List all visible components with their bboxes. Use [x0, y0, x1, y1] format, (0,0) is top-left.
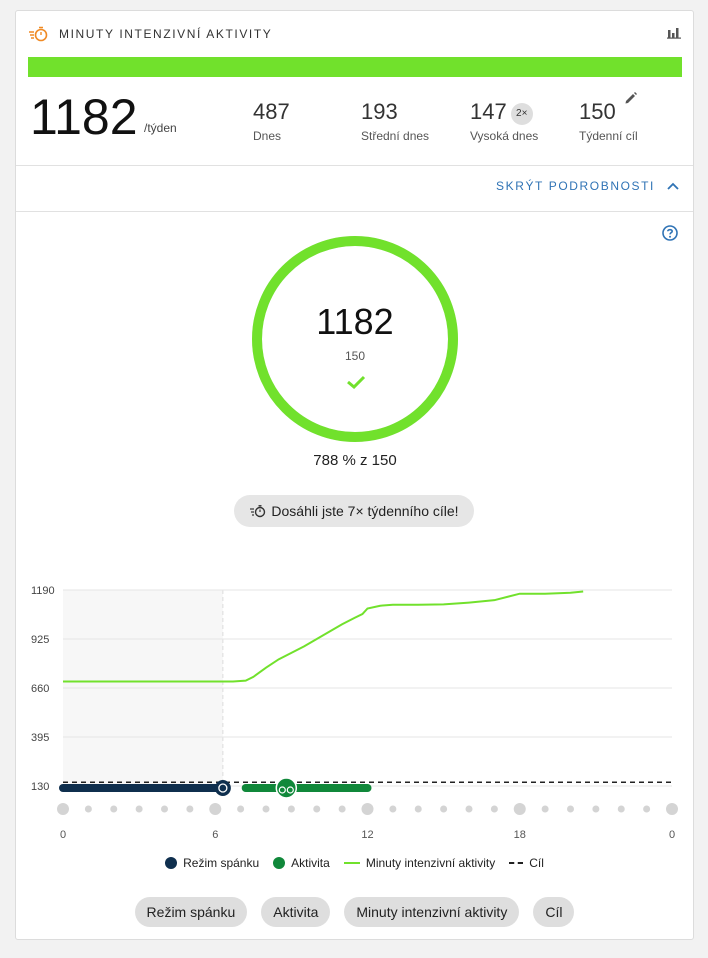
stat-moderate-value: 193	[361, 99, 398, 124]
chart-filters: Režim spánku Aktivita Minuty intenzivní …	[16, 897, 693, 927]
hour-dot	[541, 805, 549, 813]
legend-intensity-label: Minuty intenzivní aktivity	[365, 856, 496, 870]
legend-dash-swatch	[509, 862, 524, 864]
hour-dot	[135, 805, 143, 813]
card-header: MINUTY INTENZIVNÍ AKTIVITY	[16, 11, 693, 55]
intensity-chart: 1190 925 660 395 130 0 6 12 18 0	[31, 585, 678, 841]
y-tick-label: 1190	[31, 585, 55, 597]
stat-weekly-goal: 150 Týdenní cíl	[579, 99, 638, 143]
hour-dot	[262, 805, 270, 813]
divider-top	[16, 165, 693, 166]
legend-sleep-label: Režim spánku	[183, 856, 260, 870]
hour-dot	[186, 805, 194, 813]
ring-goal: 150	[344, 349, 366, 363]
x-tick-label: 0	[60, 829, 66, 841]
card-title: MINUTY INTENZIVNÍ AKTIVITY	[59, 27, 273, 41]
ring-value: 1182	[316, 301, 394, 342]
hour-dot	[161, 805, 168, 813]
goal-ring	[252, 236, 458, 442]
bar-chart-icon[interactable]	[667, 25, 681, 39]
vigorous-multiplier-badge: 2×	[510, 103, 533, 125]
hour-dot	[313, 805, 321, 813]
hour-dot	[84, 805, 92, 813]
edit-goal-pencil-icon[interactable]	[624, 91, 638, 105]
weekly-total-value: 1182	[30, 89, 138, 145]
hide-details-toggle[interactable]: SKRÝT PODROBNOSTI	[496, 179, 679, 193]
hour-dot-major	[666, 803, 678, 815]
hour-dot	[465, 805, 473, 813]
stat-vigorous-value: 147	[470, 99, 507, 124]
hour-dot	[567, 805, 574, 813]
legend-goal: Cíl	[509, 856, 544, 870]
filter-activity-button[interactable]: Aktivita	[261, 897, 331, 927]
weekly-progress-bar	[28, 57, 682, 77]
x-tick-label: 6	[212, 829, 218, 841]
legend-sleep-dot	[165, 857, 178, 869]
y-tick-label: 660	[31, 683, 49, 695]
filter-goal-button[interactable]: Cíl	[533, 897, 575, 927]
stat-today: 487 Dnes	[253, 99, 290, 143]
hour-dot-major	[513, 803, 526, 815]
weekly-total-unit: /týden	[144, 121, 177, 135]
hour-dot	[237, 805, 245, 813]
goal-achievement-pill: Dosáhli jste 7× týdenního cíle!	[234, 495, 474, 527]
x-tick-label: 18	[514, 829, 526, 841]
x-tick-label: 0	[669, 829, 675, 841]
hour-dot	[440, 805, 448, 813]
hour-dot	[287, 805, 295, 813]
hour-dot	[617, 805, 625, 813]
sleep-end-marker	[214, 780, 231, 796]
y-tick-label: 395	[31, 732, 49, 744]
checkmark-icon	[347, 375, 366, 389]
legend-line-swatch	[343, 862, 360, 864]
stat-vigorous-label: Vysoká dnes	[470, 129, 539, 143]
hour-dot	[110, 805, 118, 813]
legend-goal-label: Cíl	[529, 856, 544, 870]
hour-dot	[338, 805, 346, 813]
legend-activity-label: Aktivita	[291, 856, 330, 870]
stat-goal-label: Týdenní cíl	[579, 129, 638, 143]
filter-intensity-button[interactable]: Minuty intenzivní aktivity	[344, 897, 520, 927]
help-icon[interactable]	[662, 225, 678, 241]
filter-sleep-button[interactable]: Režim spánku	[134, 897, 248, 927]
hour-dot-major	[361, 803, 374, 815]
hour-dot	[389, 805, 397, 813]
hour-dot-major	[57, 803, 69, 815]
hour-dot	[592, 805, 600, 813]
hide-details-label: SKRÝT PODROBNOSTI	[495, 179, 655, 193]
goal-percent-text: 788 % z 150	[313, 452, 397, 469]
intensity-minutes-card: MINUTY INTENZIVNÍ AKTIVITY 1182 /týden 4…	[15, 10, 694, 940]
stat-goal-value: 150	[579, 99, 616, 124]
stat-vigorous-today: 147 2× Vysoká dnes	[470, 99, 538, 143]
intensity-minutes-icon	[250, 505, 266, 518]
y-tick-label: 130	[31, 781, 49, 793]
bike-icon	[278, 786, 286, 794]
legend-activity-dot	[273, 857, 286, 869]
hour-dot	[414, 805, 422, 813]
hour-dot-major	[209, 803, 222, 815]
chart-legend: Režim spánku Aktivita Minuty intenzivní …	[16, 856, 693, 870]
legend-sleep: Režim spánku	[165, 856, 259, 870]
divider-details	[16, 211, 693, 212]
hour-dot	[643, 805, 651, 813]
stat-today-value: 487	[253, 99, 290, 124]
activity-marker	[275, 777, 298, 799]
goal-achievement-text: Dosáhli jste 7× týdenního cíle!	[271, 503, 459, 519]
intensity-minutes-line	[63, 590, 584, 683]
chevron-up-icon	[667, 182, 679, 190]
bike-icon-wheel	[286, 786, 294, 794]
stat-moderate-label: Střední dnes	[361, 129, 430, 143]
goal-ring-progress	[252, 236, 458, 442]
stat-moderate-today: 193 Střední dnes	[361, 99, 429, 143]
alarm-clock-icon	[218, 783, 228, 793]
legend-activity: Aktivita	[273, 856, 330, 870]
legend-intensity-minutes: Minuty intenzivní aktivity	[343, 856, 496, 870]
stat-today-label: Dnes	[253, 129, 282, 143]
summary-stats: 1182 /týden 487 Dnes 193 Střední dnes 14…	[16, 87, 693, 165]
hour-dot	[490, 805, 498, 813]
y-tick-label: 925	[31, 634, 49, 646]
x-tick-label: 12	[361, 829, 373, 841]
intensity-minutes-icon	[29, 26, 48, 42]
